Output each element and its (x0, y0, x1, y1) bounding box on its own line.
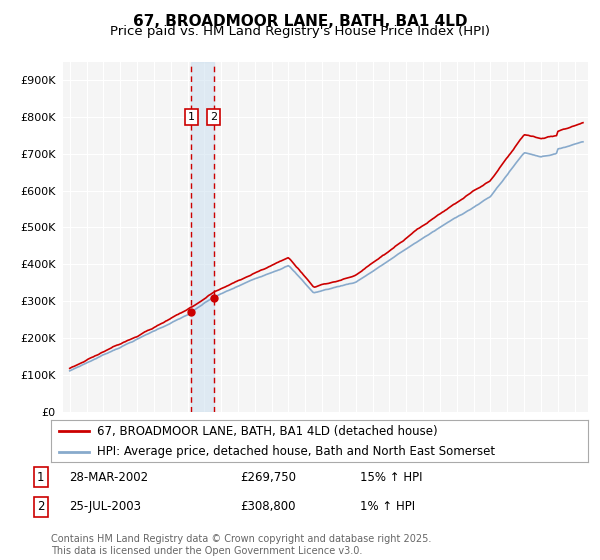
Text: 2: 2 (37, 500, 44, 514)
Text: Contains HM Land Registry data © Crown copyright and database right 2025.
This d: Contains HM Land Registry data © Crown c… (51, 534, 431, 556)
Text: 28-MAR-2002: 28-MAR-2002 (69, 470, 148, 484)
Text: 25-JUL-2003: 25-JUL-2003 (69, 500, 141, 514)
Text: 1% ↑ HPI: 1% ↑ HPI (360, 500, 415, 514)
Text: HPI: Average price, detached house, Bath and North East Somerset: HPI: Average price, detached house, Bath… (97, 445, 495, 458)
Bar (191, 62, 214, 412)
Text: £308,800: £308,800 (240, 500, 296, 514)
Text: Price paid vs. HM Land Registry's House Price Index (HPI): Price paid vs. HM Land Registry's House … (110, 25, 490, 38)
Text: 1: 1 (37, 470, 44, 484)
Text: 1: 1 (188, 112, 195, 122)
Text: 67, BROADMOOR LANE, BATH, BA1 4LD: 67, BROADMOOR LANE, BATH, BA1 4LD (133, 14, 467, 29)
Text: 67, BROADMOOR LANE, BATH, BA1 4LD (detached house): 67, BROADMOOR LANE, BATH, BA1 4LD (detac… (97, 425, 437, 438)
Text: 15% ↑ HPI: 15% ↑ HPI (360, 470, 422, 484)
Text: 2: 2 (210, 112, 217, 122)
Text: £269,750: £269,750 (240, 470, 296, 484)
